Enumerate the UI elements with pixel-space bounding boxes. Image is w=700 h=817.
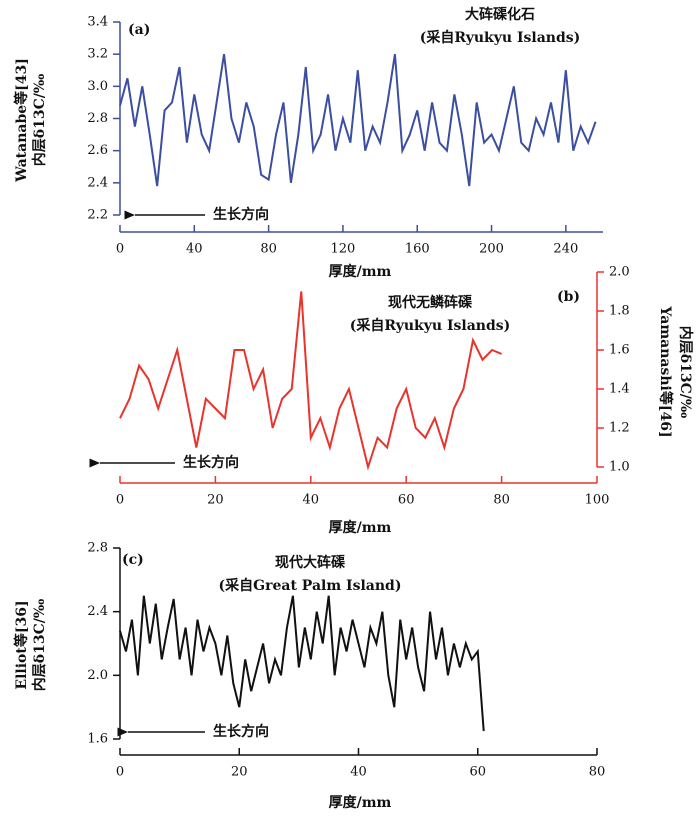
y-axis-label: 内层δ13C/‰ <box>677 326 694 419</box>
y-tick-label: 2.4 <box>87 604 108 619</box>
panel-label: (b) <box>557 289 580 305</box>
y-tick-label: 1.0 <box>609 460 630 475</box>
y-tick-label: 1.6 <box>87 732 108 747</box>
y-tick-label: 3.0 <box>87 79 108 94</box>
direction-label: 生长方向 <box>213 206 269 223</box>
data-line <box>119 595 485 732</box>
direction-label: 生长方向 <box>213 723 269 740</box>
x-tick-label: 40 <box>186 242 203 257</box>
y-tick-label: 2.0 <box>87 668 108 683</box>
x-tick-label: 240 <box>553 242 578 257</box>
y-axis-label: Yamanashi等[46] <box>657 305 674 437</box>
x-tick-label: 40 <box>350 765 367 780</box>
panel-title: 现代大砗磲 <box>275 554 346 571</box>
panel-subtitle: (采自Ryukyu Islands) <box>420 29 581 46</box>
y-axis-label: Elliot等[36] <box>13 600 30 689</box>
panel-label: (a) <box>128 22 150 38</box>
y-tick-label: 2.8 <box>87 111 108 126</box>
data-line <box>119 291 502 471</box>
y-axis-label: 内层δ13C/‰ <box>31 598 48 691</box>
y-tick-label: 3.2 <box>87 47 108 62</box>
x-axis-label: 厚度/mm <box>329 263 392 280</box>
x-tick-label: 100 <box>585 493 610 508</box>
panel-subtitle: (采自Great Palm Island) <box>219 577 402 594</box>
y-tick-label: 1.8 <box>609 304 630 319</box>
data-line <box>119 54 597 187</box>
panel-title: 现代无鳞砗磲 <box>388 294 473 311</box>
x-tick-label: 60 <box>398 493 415 508</box>
x-tick-label: 20 <box>231 765 248 780</box>
x-tick-label: 120 <box>331 242 356 257</box>
y-tick-label: 3.4 <box>87 15 108 30</box>
x-tick-label: 80 <box>493 493 510 508</box>
x-tick-label: 40 <box>303 493 320 508</box>
x-tick-label: 0 <box>116 242 124 257</box>
y-tick-label: 1.6 <box>609 343 630 358</box>
y-tick-label: 2.2 <box>87 208 108 223</box>
y-tick-label: 2.4 <box>87 175 108 190</box>
x-tick-label: 0 <box>116 493 124 508</box>
panel-subtitle: (采自Ryukyu Islands) <box>350 317 511 334</box>
x-tick-label: 80 <box>589 765 606 780</box>
x-tick-label: 60 <box>469 765 486 780</box>
y-tick-label: 1.2 <box>609 421 630 436</box>
x-tick-label: 80 <box>260 242 277 257</box>
x-axis-label: 厚度/mm <box>329 519 392 536</box>
panel-label: (c) <box>122 552 144 568</box>
x-tick-label: 20 <box>207 493 224 508</box>
x-tick-label: 0 <box>116 765 124 780</box>
panel-title: 大砗磲化石 <box>465 6 535 23</box>
x-tick-label: 160 <box>405 242 430 257</box>
y-axis-label: 内层δ13C/‰ <box>31 73 48 166</box>
y-tick-label: 2.8 <box>87 541 108 556</box>
y-tick-label: 1.4 <box>609 382 630 397</box>
y-tick-label: 2.0 <box>609 265 630 280</box>
x-tick-label: 200 <box>479 242 504 257</box>
direction-label: 生长方向 <box>183 454 239 471</box>
y-axis-label: Watanabe等[43] <box>13 58 30 183</box>
y-tick-label: 2.6 <box>87 143 108 158</box>
x-axis-label: 厚度/mm <box>329 794 392 811</box>
